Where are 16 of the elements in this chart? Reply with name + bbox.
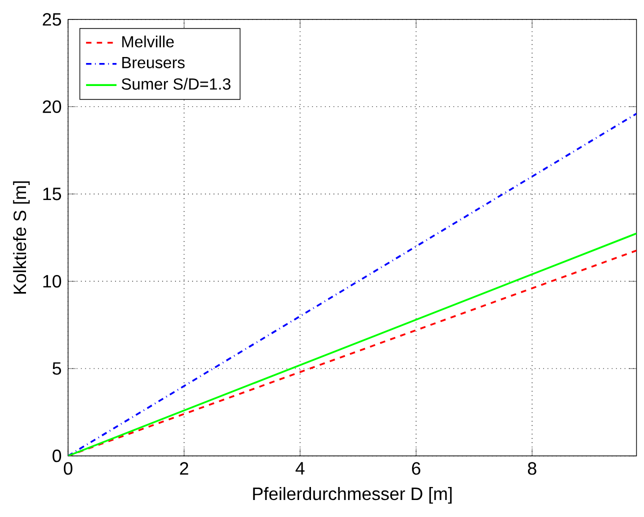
y-tick-label: 20 [42, 100, 62, 114]
y-axis-title: Kolktiefe S [m] [13, 182, 30, 294]
y-tick-label: 25 [42, 13, 62, 26]
y-tick-label: 15 [43, 188, 62, 200]
x-tick-label: 0 [64, 462, 72, 475]
y-tick-label: 10 [43, 275, 62, 288]
legend-label: Breusers [122, 57, 185, 68]
x-tick-label: 6 [412, 462, 420, 475]
x-tick-label: 4 [296, 462, 305, 475]
x-tick-label: 2 [180, 462, 188, 475]
legend-label: Melville [122, 36, 174, 48]
x-axis-title: Pfeilerdurchmesser D [m] [253, 487, 452, 504]
legend-label: Sumer S/D=1.3 [122, 78, 230, 90]
y-tick-label: 5 [52, 362, 62, 375]
x-tick-label: 8 [528, 462, 536, 475]
y-tick-label: 0 [52, 450, 62, 462]
